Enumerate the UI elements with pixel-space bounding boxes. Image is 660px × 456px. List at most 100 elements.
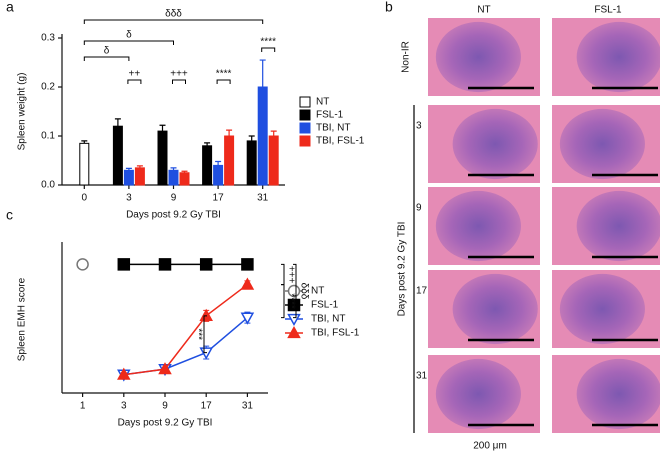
- legend-label: TBI, NT: [311, 314, 345, 325]
- micrograph-tissue: [435, 190, 521, 262]
- scale-bar-label: 200 μm: [473, 441, 507, 452]
- y-tick-label: 0.1: [41, 131, 55, 142]
- error-bar: [114, 118, 121, 127]
- x-tick-label: 17: [213, 193, 225, 204]
- legend-swatch: [299, 109, 311, 121]
- bar: [168, 169, 179, 186]
- micrograph-tissue: [559, 108, 645, 180]
- significance-bracket: [293, 263, 297, 319]
- x-tick-label: 1: [80, 401, 86, 412]
- micrograph-tissue: [435, 358, 521, 430]
- significance-bracket: [83, 56, 130, 61]
- row-axis-label: Days post 9.2 Gy TBI: [397, 222, 408, 317]
- marker: [287, 298, 301, 312]
- x-tick-label: 17: [201, 401, 213, 412]
- significance-label: δδδ: [165, 9, 182, 20]
- column-label: FSL-1: [594, 5, 622, 16]
- x-tick-label: 31: [257, 193, 269, 204]
- bar: [134, 167, 145, 186]
- significance-bracket: [127, 79, 142, 84]
- legend-label: FSL-1: [311, 300, 339, 311]
- error-bar: [270, 130, 277, 136]
- series-line: [123, 317, 248, 376]
- significance-label: ****: [285, 293, 296, 309]
- legend-label: TBI, NT: [316, 123, 350, 134]
- micrograph-tissue: [452, 108, 538, 180]
- row-label: Non-IR: [401, 41, 412, 73]
- marker: [158, 362, 172, 375]
- error-bar: [159, 124, 166, 132]
- row-label: 17: [416, 286, 428, 297]
- significance-label: δ: [104, 46, 110, 57]
- significance-label: ++: [129, 69, 141, 80]
- column-label: NT: [477, 5, 490, 16]
- micrograph-tissue: [576, 190, 660, 262]
- marker: [199, 258, 213, 271]
- legend-label: TBI, FSL-1: [311, 328, 360, 339]
- marker: [241, 258, 254, 271]
- marker: [287, 325, 301, 339]
- legend-label: NT: [316, 97, 329, 108]
- error-bar: [170, 167, 177, 171]
- marker: [117, 367, 131, 380]
- error-bar: [215, 160, 222, 166]
- marker: [76, 258, 89, 271]
- bar: [268, 135, 279, 186]
- series-line: [123, 283, 248, 376]
- micrograph-tissue: [435, 21, 521, 93]
- row-label: 3: [416, 121, 422, 132]
- micrograph-tissue: [559, 273, 645, 345]
- legend-label: FSL-1: [316, 110, 344, 121]
- error-bar: [181, 170, 188, 173]
- x-tick-label: 0: [82, 193, 88, 204]
- legend-label: TBI, FSL-1: [316, 136, 365, 147]
- micrograph-tissue: [452, 273, 538, 345]
- marker: [158, 258, 172, 271]
- bar: [123, 169, 134, 186]
- bar: [79, 142, 90, 186]
- legend-swatch: [299, 122, 311, 134]
- row-label: 31: [416, 371, 428, 382]
- error-bar: [248, 135, 255, 141]
- marker: [199, 308, 213, 321]
- micrograph-tissue: [576, 358, 660, 430]
- significance-bracket: [281, 263, 285, 286]
- x-axis-label: Days post 9.2 Gy TBI: [126, 210, 221, 221]
- error-bar: [226, 129, 233, 136]
- significance-bracket: [83, 19, 264, 24]
- x-axis-label: Days post 9.2 Gy TBI: [118, 418, 213, 429]
- significance-bracket: [83, 40, 174, 45]
- significance-bracket: [216, 79, 231, 84]
- error-bar: [81, 140, 88, 144]
- x-tick-label: 31: [242, 401, 254, 412]
- significance-label: +++: [285, 266, 296, 284]
- error-bar: [259, 59, 266, 87]
- y-tick-label: 0.3: [41, 33, 55, 44]
- x-tick-label: 3: [126, 193, 132, 204]
- panel-label: b: [385, 0, 393, 15]
- panel-label: c: [6, 207, 13, 223]
- error-bar: [125, 167, 132, 171]
- bar: [157, 130, 168, 186]
- marker: [287, 313, 301, 327]
- significance-label: δδδ: [298, 283, 309, 300]
- row-label: 9: [416, 203, 422, 214]
- bar: [112, 125, 123, 186]
- bar: [213, 164, 224, 186]
- significance-bracket: [203, 315, 207, 354]
- micrograph-tissue: [576, 21, 660, 93]
- marker: [117, 258, 131, 271]
- legend-swatch: [299, 135, 311, 147]
- error-bar: [136, 165, 143, 168]
- bar: [179, 172, 190, 186]
- significance-bracket: [172, 79, 186, 84]
- marker: [240, 312, 255, 325]
- x-tick-label: 9: [171, 193, 177, 204]
- significance-label: +++: [170, 69, 188, 80]
- x-tick-label: 9: [162, 401, 168, 412]
- y-axis-label: Spleen EMH score: [17, 277, 28, 361]
- bar: [246, 140, 257, 186]
- significance-label: ****: [216, 69, 232, 80]
- significance-bracket: [261, 47, 276, 52]
